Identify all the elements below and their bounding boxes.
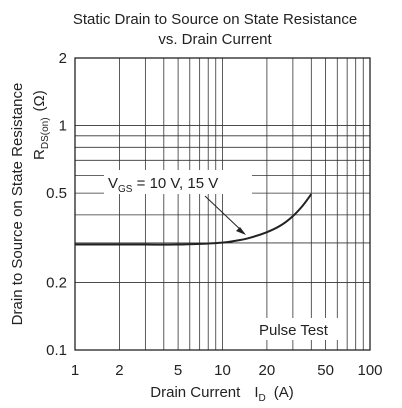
- pulse-test-annotation: Pulse Test: [259, 322, 329, 339]
- y-tick-label: 0.5: [46, 185, 67, 202]
- chart-title: Static Drain to Source on State Resistan…: [73, 11, 357, 28]
- x-axis-label: Drain Current ID (A): [150, 384, 293, 404]
- x-axis-symbol: I: [254, 384, 258, 401]
- grid: [75, 58, 370, 350]
- x-tick-label: 50: [317, 362, 334, 379]
- y-tick-label: 0.2: [46, 274, 67, 291]
- pulse-test-bg: [254, 318, 346, 340]
- tick-labels: 1 2 5 10 20 50 100 0.1 0.2 0.5 1 2: [46, 50, 382, 379]
- y-axis-unit: (Ω): [31, 90, 48, 111]
- y-tick-label: 0.1: [46, 342, 67, 359]
- x-tick-label: 10: [214, 362, 231, 379]
- plot-frame: [74, 57, 371, 351]
- series-layer: [74, 193, 313, 246]
- y-axis-subscript: DS(on): [40, 117, 51, 149]
- x-tick-label: 2: [115, 362, 123, 379]
- vgs-annotation-text: = 10 V, 15 V: [132, 175, 218, 192]
- vgs-annotation-arrowhead: [236, 227, 246, 235]
- vgs-annotation-pointer: [204, 195, 245, 234]
- vgs-annotation-subscript: GS: [118, 184, 133, 195]
- x-axis-subscript: D: [258, 393, 265, 404]
- y-axis-label-main: Drain to Source on State Resistance: [9, 83, 26, 326]
- x-tick-label: 1: [71, 362, 79, 379]
- y-axis-symbol-label: RDS(on) (Ω): [31, 90, 51, 160]
- x-tick-label: 20: [259, 362, 276, 379]
- x-tick-label: 100: [357, 362, 382, 379]
- vgs-annotation-symbol: V: [108, 175, 118, 192]
- y-tick-label: 1: [59, 118, 67, 135]
- x-axis-label-main: Drain Current: [150, 384, 241, 401]
- y-axis-symbol: R: [31, 149, 48, 160]
- x-axis-unit: (A): [274, 384, 294, 401]
- x-tick-label: 5: [174, 362, 182, 379]
- vgs-annotation-bg: [104, 170, 252, 194]
- y-tick-label: 2: [59, 50, 67, 67]
- chart-subtitle: vs. Drain Current: [158, 31, 272, 48]
- series-line-0: [74, 193, 313, 246]
- vgs-annotation: VGS = 10 V, 15 V: [108, 175, 218, 195]
